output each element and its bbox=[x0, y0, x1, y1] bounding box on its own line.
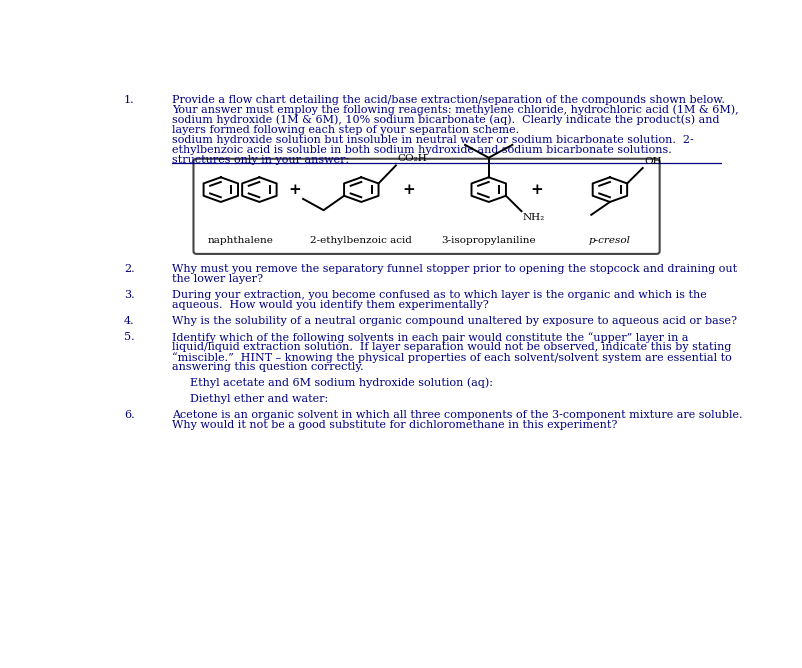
Text: 2-ethylbenzoic acid: 2-ethylbenzoic acid bbox=[310, 236, 412, 245]
Text: CO₂H: CO₂H bbox=[397, 154, 427, 164]
Text: Why must you remove the separatory funnel stopper prior to opening the stopcock : Why must you remove the separatory funne… bbox=[172, 265, 737, 274]
Text: 4.: 4. bbox=[124, 317, 135, 327]
Text: 1.: 1. bbox=[124, 95, 135, 105]
Text: aqueous.  How would you identify them experimentally?: aqueous. How would you identify them exp… bbox=[172, 301, 488, 311]
Text: the lower layer?: the lower layer? bbox=[172, 275, 263, 284]
Text: answering this question correctly.: answering this question correctly. bbox=[172, 363, 363, 373]
Text: layers formed following each step of your separation scheme.: layers formed following each step of you… bbox=[172, 125, 526, 135]
Text: sodium hydroxide solution but insoluble in neutral water or sodium bicarbonate s: sodium hydroxide solution but insoluble … bbox=[172, 135, 694, 145]
Text: During your extraction, you become confused as to which layer is the organic and: During your extraction, you become confu… bbox=[172, 291, 707, 301]
Text: +: + bbox=[289, 182, 302, 196]
Text: Why is the solubility of a neutral organic compound unaltered by exposure to aqu: Why is the solubility of a neutral organ… bbox=[172, 317, 737, 327]
Text: p-cresol: p-cresol bbox=[589, 236, 631, 245]
Text: 5.: 5. bbox=[124, 333, 135, 343]
Text: +: + bbox=[403, 182, 415, 196]
Text: 2.: 2. bbox=[124, 265, 135, 274]
Text: Diethyl ether and water:: Diethyl ether and water: bbox=[190, 393, 329, 403]
Text: Identify which of the following solvents in each pair would constitute the “uppe: Identify which of the following solvents… bbox=[172, 333, 688, 343]
Text: liquid/liquid extraction solution.  If layer separation would not be observed, i: liquid/liquid extraction solution. If la… bbox=[172, 343, 731, 353]
Text: 3-isopropylaniline: 3-isopropylaniline bbox=[441, 236, 536, 245]
Text: Provide a flow chart detailing the acid/base extraction/separation of the compou: Provide a flow chart detailing the acid/… bbox=[172, 95, 724, 105]
Text: Acetone is an organic solvent in which all three components of the 3-component m: Acetone is an organic solvent in which a… bbox=[172, 409, 742, 420]
FancyBboxPatch shape bbox=[193, 159, 660, 254]
Text: Why would it not be a good substitute for dichloromethane in this experiment?: Why would it not be a good substitute fo… bbox=[172, 420, 617, 430]
Text: 6.: 6. bbox=[124, 409, 135, 420]
Text: OH: OH bbox=[644, 158, 662, 166]
Text: sodium hydroxide (1M & 6M), 10% sodium bicarbonate (aq).  Clearly indicate the p: sodium hydroxide (1M & 6M), 10% sodium b… bbox=[172, 115, 719, 125]
Text: naphthalene: naphthalene bbox=[207, 236, 273, 245]
Text: +: + bbox=[530, 182, 543, 196]
Text: Ethyl acetate and 6M sodium hydroxide solution (aq):: Ethyl acetate and 6M sodium hydroxide so… bbox=[190, 377, 493, 388]
Text: Your answer must employ the following reagents: methylene chloride, hydrochloric: Your answer must employ the following re… bbox=[172, 105, 739, 115]
Text: ethylbenzoic acid is soluble in both sodium hydroxide and sodium bicarbonate sol: ethylbenzoic acid is soluble in both sod… bbox=[172, 145, 675, 155]
Text: 3.: 3. bbox=[124, 291, 135, 301]
Text: structures only in your answer:: structures only in your answer: bbox=[172, 155, 349, 165]
Text: “miscible.”  HINT – knowing the physical properties of each solvent/solvent syst: “miscible.” HINT – knowing the physical … bbox=[172, 353, 731, 363]
Text: NH₂: NH₂ bbox=[523, 213, 545, 222]
